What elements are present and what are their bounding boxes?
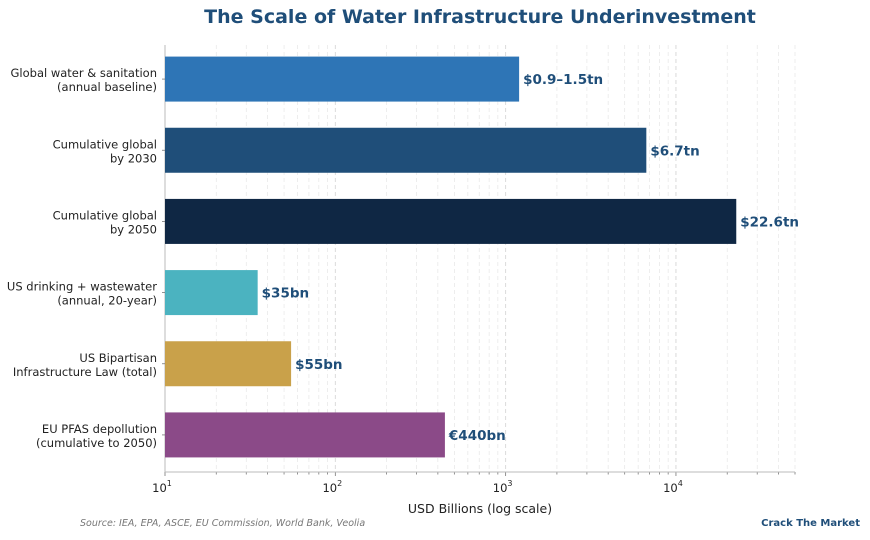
- bar-value-label: €440bn: [448, 428, 506, 444]
- category-label-line: Infrastructure Law (total): [13, 365, 157, 379]
- bar: [165, 198, 737, 244]
- x-tick-base: 10: [493, 481, 508, 495]
- category-label-line: Cumulative global: [53, 137, 157, 151]
- bar-value-label: $6.7tn: [650, 143, 699, 159]
- x-tick-base: 10: [663, 481, 678, 495]
- bar: [165, 341, 292, 387]
- x-tick-base: 10: [152, 481, 167, 495]
- category-label-line: EU PFAS depollution: [42, 422, 157, 436]
- category-label-line: by 2030: [110, 151, 157, 165]
- bar: [165, 56, 520, 102]
- category-label-line: (annual, 20-year): [57, 294, 157, 308]
- bar: [165, 412, 445, 458]
- x-axis-title: USD Billions (log scale): [408, 501, 552, 516]
- x-tick-label: 102: [322, 479, 342, 495]
- bar-value-label: $0.9–1.5tn: [523, 72, 603, 88]
- x-tick-label: 103: [493, 479, 513, 495]
- category-label: Cumulative global by 2050: [53, 208, 157, 236]
- x-tick-exponent: 3: [507, 479, 512, 488]
- x-tick-base: 10: [322, 481, 337, 495]
- bar-value-label: $22.6tn: [740, 214, 799, 230]
- category-label: Cumulative global by 2030: [53, 137, 157, 165]
- category-label-line: by 2050: [110, 222, 157, 236]
- category-label-line: US Bipartisan: [79, 351, 157, 365]
- category-label-line: US drinking + wastewater: [7, 280, 157, 294]
- x-tick-exponent: 2: [337, 479, 342, 488]
- category-label-line: Cumulative global: [53, 208, 157, 222]
- category-label-line: (cumulative to 2050): [36, 436, 157, 450]
- category-label: Global water & sanitation (annual baselin…: [11, 66, 158, 94]
- source-note: Source: IEA, EPA, ASCE, EU Commission, W…: [80, 518, 366, 529]
- chart-title: The Scale of Water Infrastructure Underi…: [204, 6, 756, 28]
- category-label: US Bipartisan Infrastructure Law (total): [13, 351, 157, 379]
- bar: [165, 127, 647, 173]
- category-label-line: Global water & sanitation: [11, 66, 158, 80]
- brand-label: Crack The Market: [761, 518, 860, 529]
- x-tick-label: 104: [663, 479, 683, 495]
- bar: [165, 270, 258, 316]
- x-tick-exponent: 1: [167, 479, 172, 488]
- bar-value-label: $55bn: [295, 357, 342, 373]
- category-label: EU PFAS depollution (cumulative to 2050): [36, 422, 157, 450]
- x-tick-label: 101: [152, 479, 172, 495]
- x-tick-exponent: 4: [678, 479, 683, 488]
- category-label-line: (annual baseline): [57, 80, 157, 94]
- bar-value-label: $35bn: [262, 286, 309, 302]
- category-label: US drinking + wastewater (annual, 20-year…: [7, 280, 157, 308]
